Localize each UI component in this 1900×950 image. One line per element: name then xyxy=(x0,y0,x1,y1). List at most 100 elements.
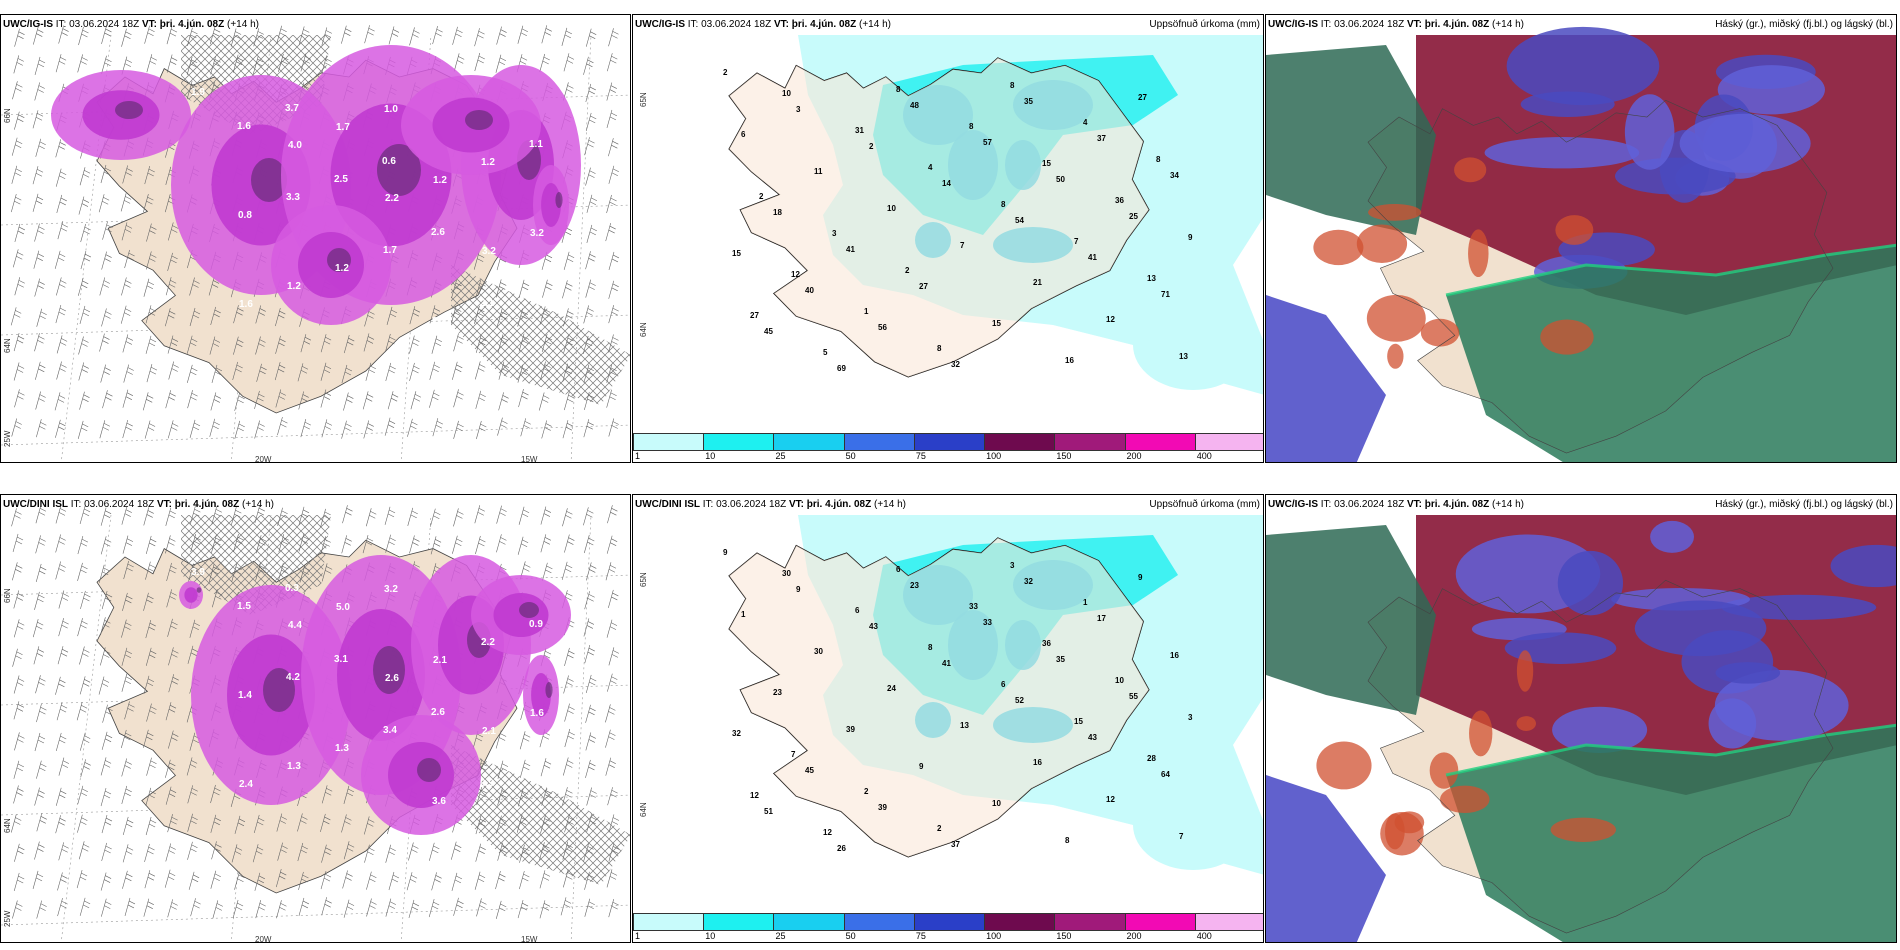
precip-value-label: 9 xyxy=(919,762,924,771)
precip-value-label: 14 xyxy=(942,179,951,188)
precip-value-label: 17 xyxy=(1097,614,1106,623)
colorbar-tick: 25 xyxy=(775,931,786,941)
precip-value-label: 9 xyxy=(1188,233,1193,242)
precip-value-label: 7 xyxy=(960,241,965,250)
precip-map: 2321454417145694857502515405632353734184… xyxy=(723,35,1263,395)
precip-value-label: 1.0 xyxy=(384,104,398,115)
precip-value-label: 7 xyxy=(1179,832,1184,841)
precip-value-label: 1.2 xyxy=(433,175,447,186)
precip-value-label: 8 xyxy=(937,344,942,353)
precip-value-label: 36 xyxy=(1042,639,1051,648)
precip-value-label: 8 xyxy=(896,85,901,94)
precip-value-label: 2 xyxy=(864,787,869,796)
precip-value-label: 3.0 xyxy=(528,280,542,291)
colorbar-tick: 400 xyxy=(1196,451,1212,461)
precip-value-label: 3 xyxy=(832,229,837,238)
lon-label: 20W xyxy=(255,455,272,463)
precip-value-label: 39 xyxy=(878,803,887,812)
lon-label: 15W xyxy=(521,935,538,943)
precip-value-label: 2.2 xyxy=(385,193,399,204)
precip-value-label: 2.5 xyxy=(334,174,348,185)
precip-value-label: 25 xyxy=(1129,212,1138,221)
wind-map: 3.9 4.4 2.6 2.1 2.4 5.0 2.1 1.6 1.3 3.2 2.2 1.4 1.3 3… xyxy=(1,504,630,942)
wind-panel-row1: UWC/IG-IS IT: 03.06.2024 18Z VT: þri. 4.… xyxy=(0,14,631,463)
precip-value-label: 7 xyxy=(1074,237,1079,246)
wind-value-labels: 1.9 4.0 2.2 3.2 1.6 1.7 1.2 3.2 1.2 1.0 1.2 0.8 1.2 2… xyxy=(191,87,544,327)
precip-value-label: 1.6 xyxy=(239,299,253,310)
precip-value-label: 13 xyxy=(960,721,969,730)
wind-value-labels: 3.9 4.4 2.6 2.1 2.4 5.0 2.1 1.6 1.3 3.2 2.2 1.4 1.3 3… xyxy=(191,567,544,807)
precip-panel-row1: UWC/IG-IS IT: 03.06.2024 18Z VT: þri. 4.… xyxy=(632,14,1264,463)
precip-value-label: 1.9 xyxy=(191,87,205,98)
precip-value-label: 1.7 xyxy=(383,245,397,256)
precip-value-label: 8 xyxy=(969,122,974,131)
precip-value-label: 28 xyxy=(1147,754,1156,763)
precip-value-label: 2 xyxy=(905,266,910,275)
precip-value-label: 31 xyxy=(855,126,864,135)
colorbar-swatch xyxy=(703,913,775,931)
precip-value-label: 3 xyxy=(1188,713,1193,722)
precip-value-label: 1.3 xyxy=(287,761,301,772)
precip-value-label: 7 xyxy=(791,750,796,759)
precip-value-label: 12 xyxy=(1106,795,1115,804)
precip-value-label: 8 xyxy=(1156,155,1161,164)
colorbar-swatch xyxy=(843,433,915,451)
precip-value-label: 15 xyxy=(732,249,741,258)
precip-value-label: 5 xyxy=(823,348,828,357)
precip-value-label: 0.3 xyxy=(285,583,299,594)
colorbar-tick: 150 xyxy=(1056,451,1072,461)
precip-value-label: 3.7 xyxy=(285,103,299,114)
precip-value-label: 50 xyxy=(1056,175,1065,184)
precip-value-label: 8 xyxy=(1001,200,1006,209)
precip-value-label: 21 xyxy=(1033,278,1042,287)
precip-value-label: 32 xyxy=(1024,577,1033,586)
colorbar-tick: 1 xyxy=(635,931,641,941)
lon-label: 20W xyxy=(255,935,272,943)
precip-value-label: 4.4 xyxy=(288,620,302,631)
lat-label: 66N xyxy=(3,108,12,123)
precip-value-label: 3.2 xyxy=(482,246,496,257)
precip-value-label: 3.9 xyxy=(191,567,205,578)
precip-value-label: 16 xyxy=(1033,758,1042,767)
precip-value-label: 1.6 xyxy=(530,708,544,719)
colorbar-tick: 75 xyxy=(915,931,926,941)
panel-header: UWC/IG-IS IT: 03.06.2024 18Z VT: þri. 4.… xyxy=(1268,19,1524,30)
precip-value-label: 9 xyxy=(723,548,728,557)
precip-value-label: 3.4 xyxy=(383,725,397,736)
precip-value-label: 2.2 xyxy=(432,316,446,327)
precip-value-labels: 9943415243645126233335553245393732171623… xyxy=(723,548,1193,853)
precip-value-label: 27 xyxy=(1138,93,1147,102)
colorbar-swatch xyxy=(1054,913,1126,931)
precip-value-label: 1.4 xyxy=(238,690,252,701)
precip-value-label: 1.6 xyxy=(237,121,251,132)
precip-value-label: 2.2 xyxy=(481,637,495,648)
precip-value-label: 5.0 xyxy=(336,602,350,613)
precip-value-label: 9 xyxy=(796,585,801,594)
colorbar-swatch xyxy=(1124,433,1196,451)
precip-value-label: 30 xyxy=(782,569,791,578)
colorbar-tick: 50 xyxy=(845,451,856,461)
lon-label: 25W xyxy=(3,430,12,447)
cloud-panel-row1: UWC/IG-IS IT: 03.06.2024 18Z VT: þri. 4.… xyxy=(1265,14,1897,463)
precip-value-label: 15 xyxy=(1042,159,1051,168)
precip-value-label: 3.3 xyxy=(286,192,300,203)
panel-header: UWC/DINI ISL IT: 03.06.2024 18Z VT: þri.… xyxy=(635,499,906,510)
precip-value-label: 16 xyxy=(1170,651,1179,660)
precip-value-label: 2.1 xyxy=(482,726,496,737)
precip-value-label: 1 xyxy=(864,307,869,316)
colorbar-swatch xyxy=(773,913,845,931)
precip-value-label: 13 xyxy=(1179,352,1188,361)
precip-value-label: 15 xyxy=(992,319,1001,328)
precip-value-label: 10 xyxy=(1115,676,1124,685)
lat-label: 65N xyxy=(639,572,648,587)
precip-value-label: 35 xyxy=(1024,97,1033,106)
precip-value-label: 41 xyxy=(846,245,855,254)
colorbar-swatch xyxy=(633,913,705,931)
colorbar-tick: 100 xyxy=(986,451,1002,461)
colorbar-swatch xyxy=(1194,433,1263,451)
precip-value-label: 24 xyxy=(887,684,896,693)
precip-value-label: 40 xyxy=(805,286,814,295)
panel-header: UWC/DINI ISL IT: 03.06.2024 18Z VT: þri.… xyxy=(3,499,274,510)
precip-value-label: 2.6 xyxy=(385,673,399,684)
precip-value-label: 3 xyxy=(796,105,801,114)
